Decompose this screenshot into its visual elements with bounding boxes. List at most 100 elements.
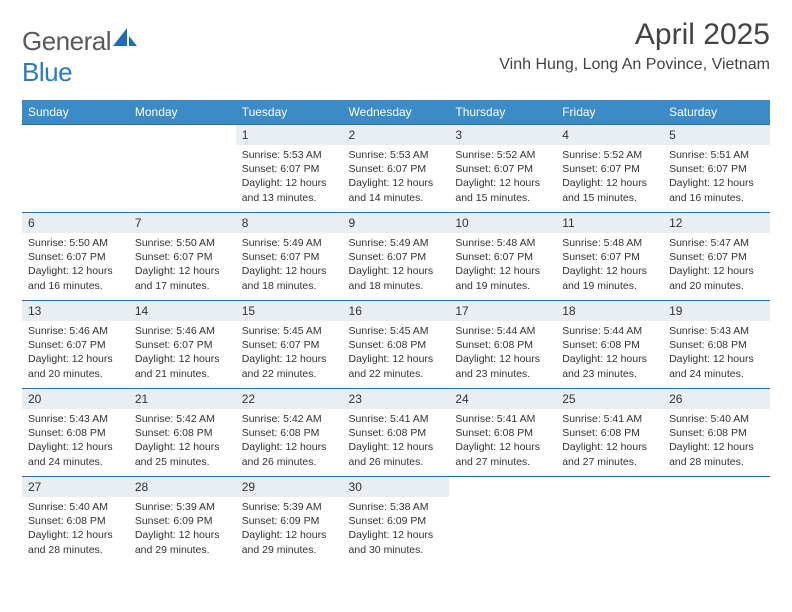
day-data: Sunrise: 5:49 AMSunset: 6:07 PMDaylight:… (236, 233, 343, 299)
daylight-line: Daylight: 12 hours and 23 minutes. (562, 353, 647, 379)
daylight-line: Daylight: 12 hours and 25 minutes. (135, 441, 220, 467)
day-data: Sunrise: 5:40 AM Sunset: 6:08 PM Daylight:… (22, 497, 129, 563)
sunrise-line: Sunrise: 5:48 AM (562, 237, 642, 249)
calendar-cell: .. (22, 125, 129, 213)
day-data: Sunrise: 5:39 AM Sunset: 6:09 PM Daylight:… (236, 497, 343, 563)
sunset-line: Sunset: 6:07 PM (562, 251, 640, 263)
daylight-line: Daylight: 12 hours and 29 minutes. (242, 529, 327, 555)
daylight-line: Daylight: 12 hours and 15 minutes. (455, 177, 540, 203)
sunset-line: Sunset: 6:08 PM (562, 339, 640, 351)
day-number: 10 (449, 213, 556, 233)
day-number: 6 (22, 213, 129, 233)
location: Vinh Hung, Long An Povince, Vietnam (499, 56, 770, 74)
day-number: 22 (236, 389, 343, 409)
day-data: Sunrise: 5:51 AMSunset: 6:07 PMDaylight:… (663, 145, 770, 211)
calendar-cell: 4Sunrise: 5:52 AMSunset: 6:07 PMDaylight… (556, 125, 663, 213)
day-data: Sunrise: 5:41 AMSunset: 6:08 PMDaylight:… (343, 409, 450, 475)
day-data: Sunrise: 5:49 AMSunset: 6:07 PMDaylight:… (343, 233, 450, 299)
sunrise-line: Sunrise: 5:41 AM (349, 413, 429, 425)
sunrise-line: Sunrise: 5:46 AM (135, 325, 215, 337)
sunrise-line: Sunrise: 5:52 AM (455, 149, 535, 161)
calendar-cell: 9Sunrise: 5:49 AMSunset: 6:07 PMDaylight… (343, 213, 450, 301)
sunrise-line: Sunrise: 5:41 AM (562, 413, 642, 425)
sunset-line: Sunset: 6:08 PM (349, 339, 427, 351)
calendar-cell: 24Sunrise: 5:41 AMSunset: 6:08 PMDayligh… (449, 389, 556, 477)
sunset-line: Sunset: 6:07 PM (28, 251, 106, 263)
day-number: 8 (236, 213, 343, 233)
day-data: Sunrise: 5:42 AMSunset: 6:08 PMDaylight:… (129, 409, 236, 475)
sunset-line: Sunset: 6:07 PM (669, 251, 747, 263)
sunset-line: Sunset: 6:07 PM (242, 251, 320, 263)
calendar-cell: 18Sunrise: 5:44 AMSunset: 6:08 PMDayligh… (556, 301, 663, 389)
daylight-line: Daylight: 12 hours and 27 minutes. (562, 441, 647, 467)
day-data: Sunrise: 5:50 AMSunset: 6:07 PMDaylight:… (129, 233, 236, 299)
daylight-line: Daylight: 12 hours and 30 minutes. (349, 529, 434, 555)
calendar-header-row: SundayMondayTuesdayWednesdayThursdayFrid… (22, 100, 770, 125)
sunset-line: Sunset: 6:08 PM (28, 515, 106, 527)
calendar-cell: 16Sunrise: 5:45 AMSunset: 6:08 PMDayligh… (343, 301, 450, 389)
day-data: Sunrise: 5:44 AMSunset: 6:08 PMDaylight:… (556, 321, 663, 387)
day-data: Sunrise: 5:42 AMSunset: 6:08 PMDaylight:… (236, 409, 343, 475)
sunrise-line: Sunrise: 5:40 AM (28, 501, 108, 513)
sunset-line: Sunset: 6:08 PM (455, 339, 533, 351)
daylight-line: Daylight: 12 hours and 26 minutes. (242, 441, 327, 467)
calendar-cell: .. (556, 477, 663, 565)
day-data: Sunrise: 5:43 AM Sunset: 6:08 PM Daylight:… (663, 321, 770, 387)
sunrise-line: Sunrise: 5:50 AM (28, 237, 108, 249)
sunset-line: Sunset: 6:08 PM (669, 339, 747, 351)
sunrise-line: Sunrise: 5:41 AM (455, 413, 535, 425)
calendar-row: 27Sunrise: 5:40 AMSunset: 6:08 PMDayligh… (22, 477, 770, 565)
sunset-line: Sunset: 6:07 PM (562, 163, 640, 175)
day-number: 24 (449, 389, 556, 409)
sunset-line: Sunset: 6:07 PM (349, 163, 427, 175)
logo-text: GeneralBlue (22, 26, 139, 88)
calendar-table: SundayMondayTuesdayWednesdayThursdayFrid… (22, 100, 770, 565)
day-data: Sunrise: 5:45 AMSunset: 6:08 PMDaylight:… (343, 321, 450, 387)
sunset-line: Sunset: 6:08 PM (28, 427, 106, 439)
calendar-cell: 15Sunrise: 5:45 AMSunset: 6:07 PMDayligh… (236, 301, 343, 389)
sunset-line: Sunset: 6:07 PM (669, 163, 747, 175)
day-number: 20 (22, 389, 129, 409)
sunrise-line: Sunrise: 5:39 AM (242, 501, 322, 513)
sunrise-line: Sunrise: 5:53 AM (349, 149, 429, 161)
calendar-cell: 26Sunrise: 5:40 AMSunset: 6:08 PMDayligh… (663, 389, 770, 477)
day-number: 30 (343, 477, 450, 497)
calendar-cell: .. (129, 125, 236, 213)
daylight-line: Daylight: 12 hours and 20 minutes. (28, 353, 113, 379)
calendar-cell: 17Sunrise: 5:44 AMSunset: 6:08 PMDayligh… (449, 301, 556, 389)
day-data: Sunrise: 5:41 AMSunset: 6:08 PMDaylight:… (556, 409, 663, 475)
sunset-line: Sunset: 6:08 PM (242, 427, 320, 439)
day-number: 14 (129, 301, 236, 321)
sunrise-line: Sunrise: 5:40 AM (669, 413, 749, 425)
day-number: 18 (556, 301, 663, 321)
daylight-line: Daylight: 12 hours and 13 minutes. (242, 177, 327, 203)
calendar-row: 20Sunrise: 5:43 AMSunset: 6:08 PMDayligh… (22, 389, 770, 477)
sunrise-line: Sunrise: 5:43 AM (669, 325, 749, 337)
sunset-line: Sunset: 6:07 PM (455, 251, 533, 263)
weekday-header: Sunday (22, 100, 129, 125)
calendar-cell: 3Sunrise: 5:52 AMSunset: 6:07 PMDaylight… (449, 125, 556, 213)
sunset-line: Sunset: 6:09 PM (242, 515, 320, 527)
sunset-line: Sunset: 6:07 PM (28, 339, 106, 351)
sunrise-line: Sunrise: 5:45 AM (349, 325, 429, 337)
sunrise-line: Sunrise: 5:42 AM (135, 413, 215, 425)
daylight-line: Daylight: 12 hours and 18 minutes. (349, 265, 434, 291)
day-data: Sunrise: 5:48 AMSunset: 6:07 PMDaylight:… (449, 233, 556, 299)
sunrise-line: Sunrise: 5:49 AM (242, 237, 322, 249)
day-data: Sunrise: 5:45 AMSunset: 6:07 PMDaylight:… (236, 321, 343, 387)
day-data: Sunrise: 5:47 AMSunset: 6:07 PMDaylight:… (663, 233, 770, 299)
weekday-header: Thursday (449, 100, 556, 125)
day-number: 2 (343, 125, 450, 145)
calendar-cell: 29Sunrise: 5:39 AMSunset: 6:09 PMDayligh… (236, 477, 343, 565)
calendar-cell: 12Sunrise: 5:47 AMSunset: 6:07 PMDayligh… (663, 213, 770, 301)
daylight-line: Daylight: 12 hours and 24 minutes. (669, 353, 754, 379)
daylight-line: Daylight: 12 hours and 28 minutes. (28, 529, 113, 555)
sunset-line: Sunset: 6:07 PM (135, 339, 213, 351)
weekday-header: Saturday (663, 100, 770, 125)
calendar-cell: 19Sunrise: 5:43 AMSunset: 6:08 PMDayligh… (663, 301, 770, 389)
daylight-line: Daylight: 12 hours and 20 minutes. (669, 265, 754, 291)
daylight-line: Daylight: 12 hours and 26 minutes. (349, 441, 434, 467)
day-number: 7 (129, 213, 236, 233)
sunrise-line: Sunrise: 5:46 AM (28, 325, 108, 337)
daylight-line: Daylight: 12 hours and 23 minutes. (455, 353, 540, 379)
